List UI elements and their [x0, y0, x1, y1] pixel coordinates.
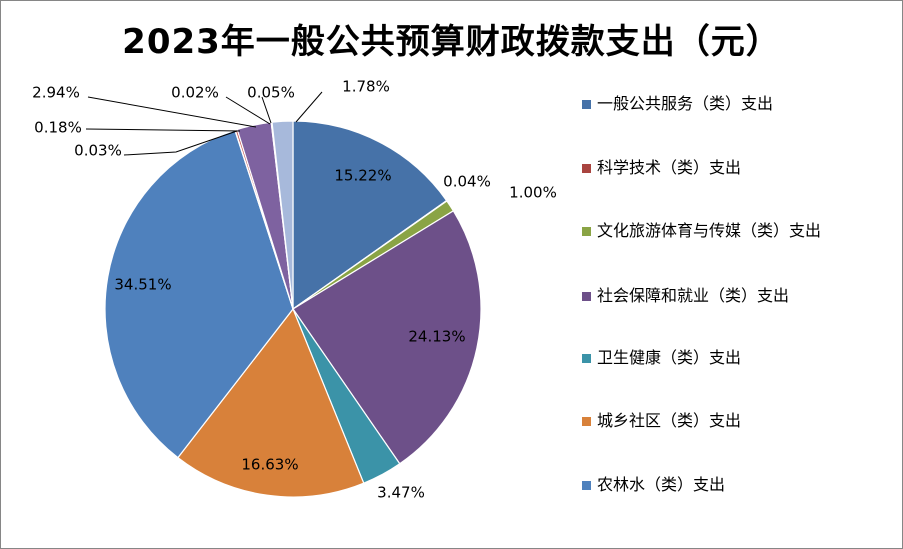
legend-swatch — [582, 164, 591, 173]
leader-line — [225, 96, 271, 125]
legend-item: 一般公共服务（类）支出 — [582, 92, 887, 116]
legend-label: 农林水（类）支出 — [597, 475, 726, 494]
slice-data-label: 16.63% — [241, 456, 298, 474]
legend-label: 一般公共服务（类）支出 — [597, 94, 774, 113]
leader-line — [261, 96, 272, 124]
leader-line — [295, 91, 323, 123]
legend-item: 科学技术（类）支出 — [582, 156, 887, 180]
legend-label: 社会保障和就业（类）支出 — [597, 286, 790, 305]
legend-label: 城乡社区（类）支出 — [597, 411, 742, 430]
legend-swatch — [582, 227, 591, 236]
slice-data-label: 15.22% — [334, 167, 391, 185]
slice-data-label: 0.05% — [247, 84, 295, 102]
legend-item: 社会保障和就业（类）支出 — [582, 284, 887, 308]
legend-swatch — [582, 354, 591, 363]
leader-line — [87, 96, 257, 128]
chart-title: 2023年一般公共预算财政拨款支出（元） — [122, 22, 781, 62]
legend-swatch — [582, 481, 591, 490]
leader-line — [85, 128, 241, 132]
slice-data-label: 0.03% — [74, 142, 122, 160]
pie-slice — [271, 120, 294, 310]
leader-line — [123, 130, 238, 156]
legend-swatch — [582, 417, 591, 426]
slice-data-label: 0.18% — [34, 119, 82, 137]
pie-slice — [292, 120, 448, 311]
pie-slice — [104, 129, 294, 459]
slice-data-label: 1.78% — [342, 78, 390, 96]
slice-data-label: 3.47% — [377, 484, 425, 502]
legend-item: 城乡社区（类）支出 — [582, 409, 887, 433]
legend-item: 卫生健康（类）支出 — [582, 346, 887, 370]
legend-label: 文化旅游体育与传媒（类）支出 — [597, 221, 822, 240]
slice-data-label: 34.51% — [114, 276, 171, 294]
pie-slice — [292, 210, 482, 465]
slice-data-label: 1.00% — [509, 184, 557, 202]
slice-data-label: 0.02% — [171, 84, 219, 102]
legend-item: 文化旅游体育与传媒（类）支出 — [582, 219, 887, 243]
slice-data-label: 2.94% — [32, 84, 80, 102]
legend-label: 卫生健康（类）支出 — [597, 348, 742, 367]
slice-data-label: 0.04% — [443, 173, 491, 191]
legend-item: 农林水（类）支出 — [582, 473, 887, 497]
pie-slice — [177, 307, 365, 498]
legend-swatch — [582, 292, 591, 301]
legend-swatch — [582, 100, 591, 109]
legend-label: 科学技术（类）支出 — [597, 158, 742, 177]
slice-data-label: 24.13% — [408, 328, 465, 346]
